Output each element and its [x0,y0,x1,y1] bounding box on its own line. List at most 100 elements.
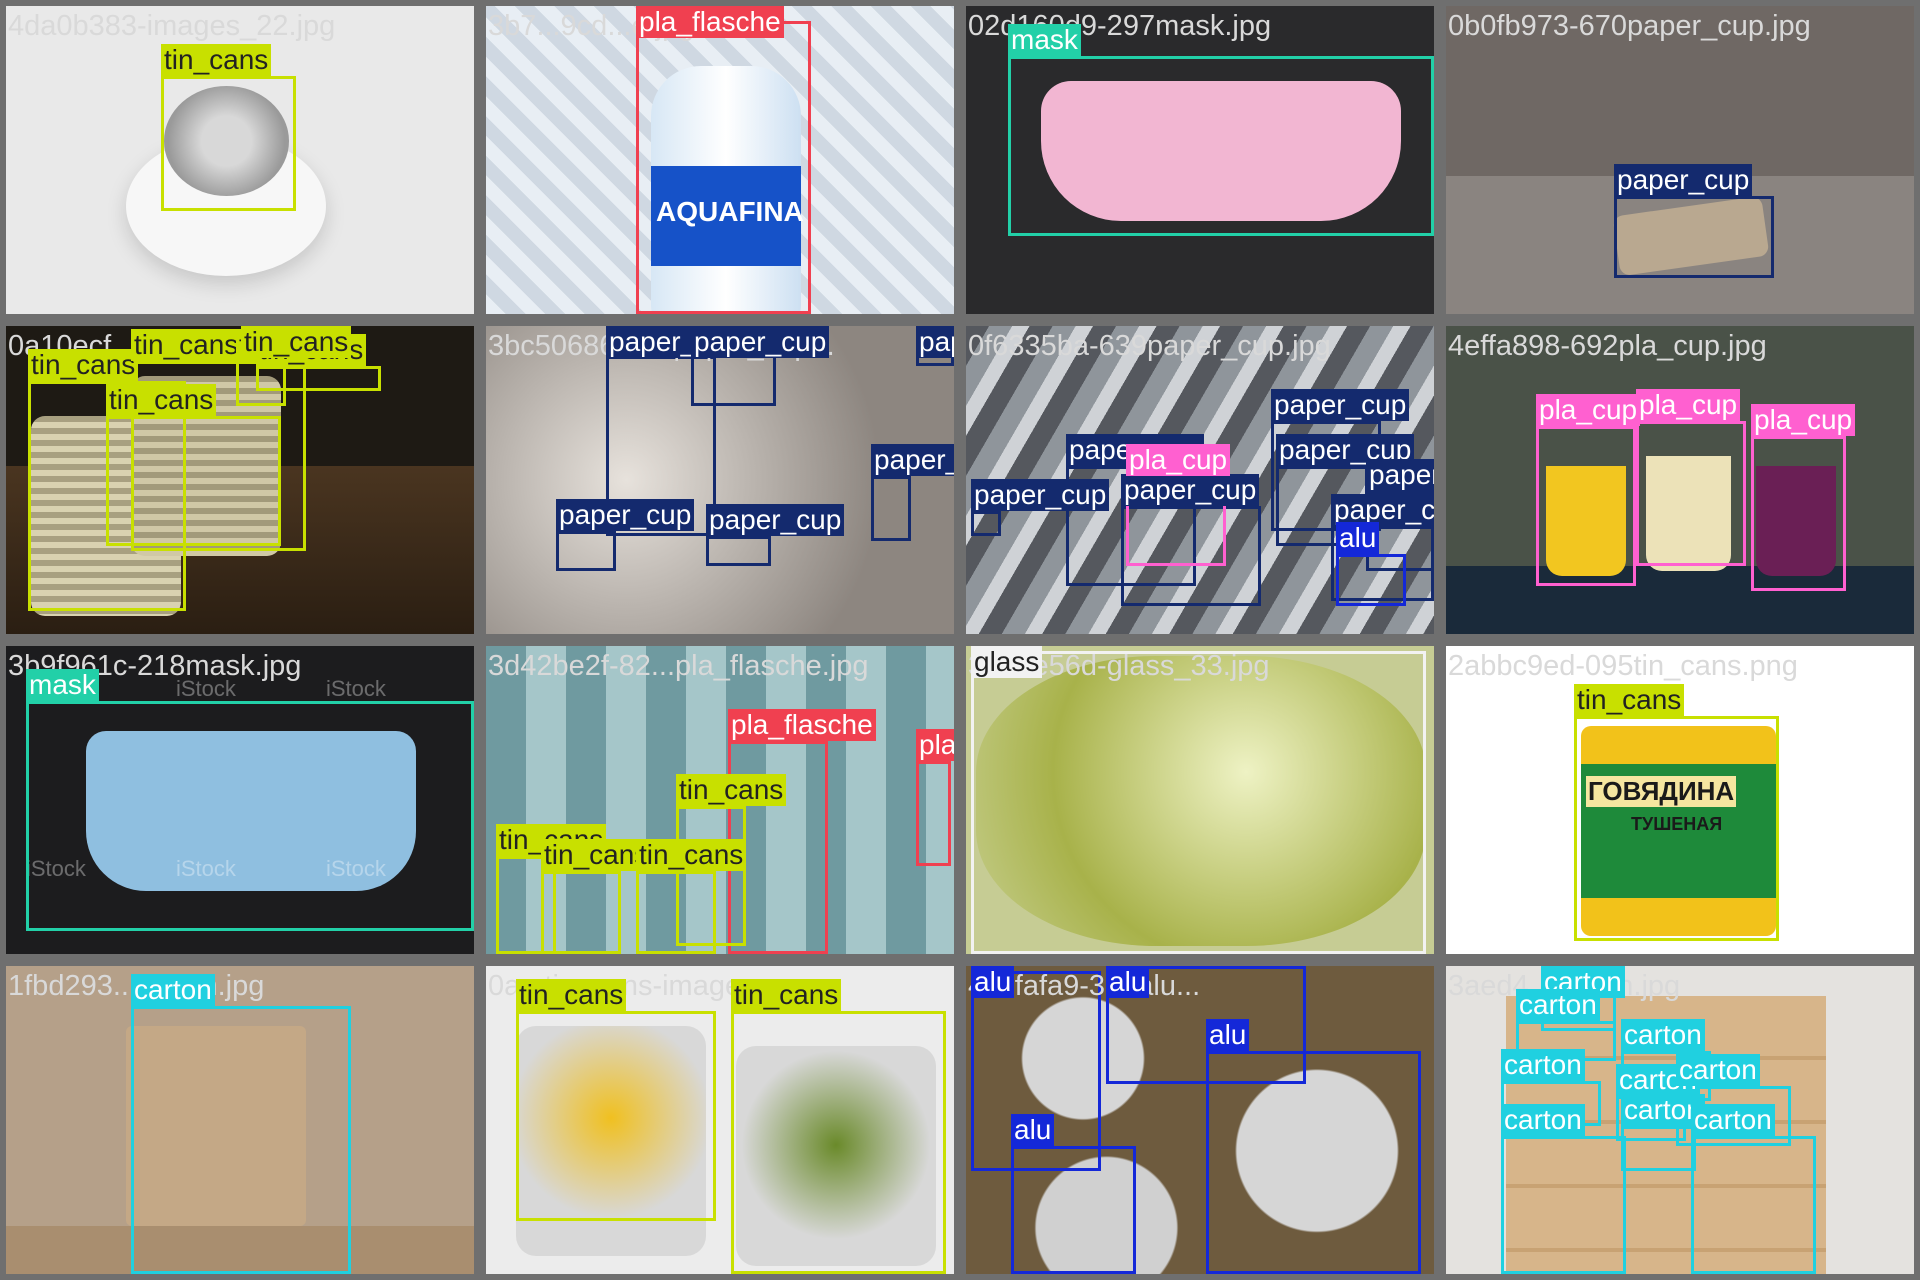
bbox-label: pla_cup [1751,404,1856,436]
bbox-label: pla_cup [1536,394,1641,426]
bbox-glass [971,651,1426,954]
bbox-paper-cup [1331,526,1434,601]
bbox-pla-cup [1636,421,1746,566]
bbox-mask [1008,56,1434,236]
detection-tile: 4c0fafa9-307alu... alu alu alu alu [960,960,1440,1280]
bbox-tin-cans [28,381,186,611]
bbox-mask [26,701,474,931]
bbox-label: carton [1501,1049,1585,1081]
bbox-label: pla_flasche [728,709,876,741]
detection-tile: 4effa898-692pla_cup.jpg pla_cup pla_cup pla… [1440,320,1920,640]
can-body [1581,726,1776,936]
bbox-alu [1011,1146,1136,1274]
bbox-tin-cans [106,416,281,546]
bbox-tin-cans [161,76,296,211]
bbox-label: pla_cup [1636,389,1741,421]
bbox-label: carton [1516,989,1600,1021]
bbox-label: paper_cup [1614,164,1753,196]
can-peas [736,1046,936,1266]
istock-watermark: iStock [26,856,86,881]
tushenaya-text: ТУШЕНАЯ [1631,814,1723,834]
robot-body [126,1026,306,1226]
bbox-pla-cup [1751,436,1846,591]
bbox-label: mask [26,669,99,701]
detection-tile: 02d160d9-297mask.jpg mask [960,0,1440,320]
bbox-tin-cans [256,366,381,391]
detection-tile: 3d42be2f-82...pla_flasche.jpg pla_flasche… [480,640,960,960]
istock-watermark: iStock [176,856,236,881]
bbox-label: tin_cans [731,979,842,1011]
bbox-label: paper_cup [1271,389,1410,421]
tile-filename: 2abbc9ed-095tin_cans.png [1448,650,1798,682]
bbox-label: pla_flasche [636,6,784,38]
bbox-tin-cans [496,856,556,954]
tile-filename: 0b0fb973-670paper_cup.jpg [1448,10,1811,42]
detection-tile: 4da0b383-images_22.jpg tin_cans [0,0,480,320]
bbox-pla-flasche [636,21,811,314]
mask-shape [86,731,416,891]
bbox-alu [1336,554,1406,606]
bbox-paper-cup [1614,196,1774,278]
bbox-label: tin_cans [636,839,747,871]
tin-can-shape [164,86,289,196]
istock-watermark: iStock [326,856,386,881]
bbox-label: paper_cup [871,444,954,476]
bbox-label: tin_cans [28,349,139,381]
bbox-label: mask [1008,24,1081,56]
bbox-label: tin_cans [131,329,242,361]
bbox-label: carton [1691,1104,1775,1136]
bbox-label: paper_cup [1331,494,1434,526]
detection-tile: iStockiStockiStockiStockiStockiStock3b9f… [0,640,480,960]
bbox-label: paper_cup [706,504,845,536]
bbox-label: alu [971,966,1015,998]
bbox-tin-cans [516,1011,716,1221]
bbox-pla-cup [1536,426,1636,586]
bbox-label: tin_cans [161,44,272,76]
bbox-label: paper_cup [1276,434,1415,466]
bbox-tin-cans [636,871,716,954]
bbox-alu [971,971,1101,1171]
bbox-tin-cans [676,806,746,946]
bbox-pla-flasche [916,761,951,866]
bbox-label: carton [131,974,215,1006]
bbox-label: tin_cans [106,384,217,416]
cup-purple [1756,466,1836,576]
cup-yellow [1546,466,1626,576]
tile-filename: 4effa898-692pla_cup.jpg [1448,330,1767,362]
bbox-label: paper_cup [691,326,830,358]
bbox-carton [1501,1136,1626,1274]
istock-watermark: iStock [176,676,236,701]
bbox-label: glass [971,646,1043,678]
bbox-label: carton [1676,1054,1760,1086]
tile-filename: 4da0b383-images_22.jpg [8,10,336,42]
detection-tile: 3bc50686-555paper_cup...paper_cuppaper_c… [480,320,960,640]
bbox-label: paper_cup [916,326,954,358]
detection-tile: AQUAFINA 3b7...9cd...e.jpg pla_flasche [480,0,960,320]
bbox-label: alu [1336,522,1380,554]
bbox-label: paper_cup [1121,474,1260,506]
detection-tile: 0f6335ba-639paper_cup.jpg paper_cup paper_… [960,320,1440,640]
bbox-label: tin_cans [516,979,627,1011]
mask-shape [1041,81,1401,221]
bbox-label: carton [1501,1104,1585,1136]
table [6,1226,474,1274]
bbox-label: carton [1621,1094,1705,1126]
bbox-label: alu [1106,966,1150,998]
govyadina-text: ГОВЯДИНА [1586,776,1737,807]
bbox-paper-cup [871,476,911,541]
detection-tile: ГОВЯДИНА ТУШЕНАЯ 2abbc9ed-095tin_cans.png t… [1440,640,1920,960]
bbox-alu [1206,1051,1421,1274]
bottle-label-band [651,166,801,266]
bbox-paper-cup [1121,506,1261,606]
shelf [1446,566,1914,634]
detection-tile: 0a...tin_cans-image... tin_cans tin_cans [480,960,960,1280]
bbox-carton [1621,1126,1696,1171]
bbox-tin-cans [541,871,621,954]
bbox-label: tin_cans [676,774,787,806]
bbox-label: paper_cup [1366,459,1434,491]
detection-tile: 0b0fb973-670paper_cup.jpg paper_cup [1440,0,1920,320]
bbox-tin-cans [131,361,306,551]
bbox-label: tin_cans [1574,684,1685,716]
bbox-paper-cup [706,536,771,566]
bbox-paper-cup [971,511,1001,536]
